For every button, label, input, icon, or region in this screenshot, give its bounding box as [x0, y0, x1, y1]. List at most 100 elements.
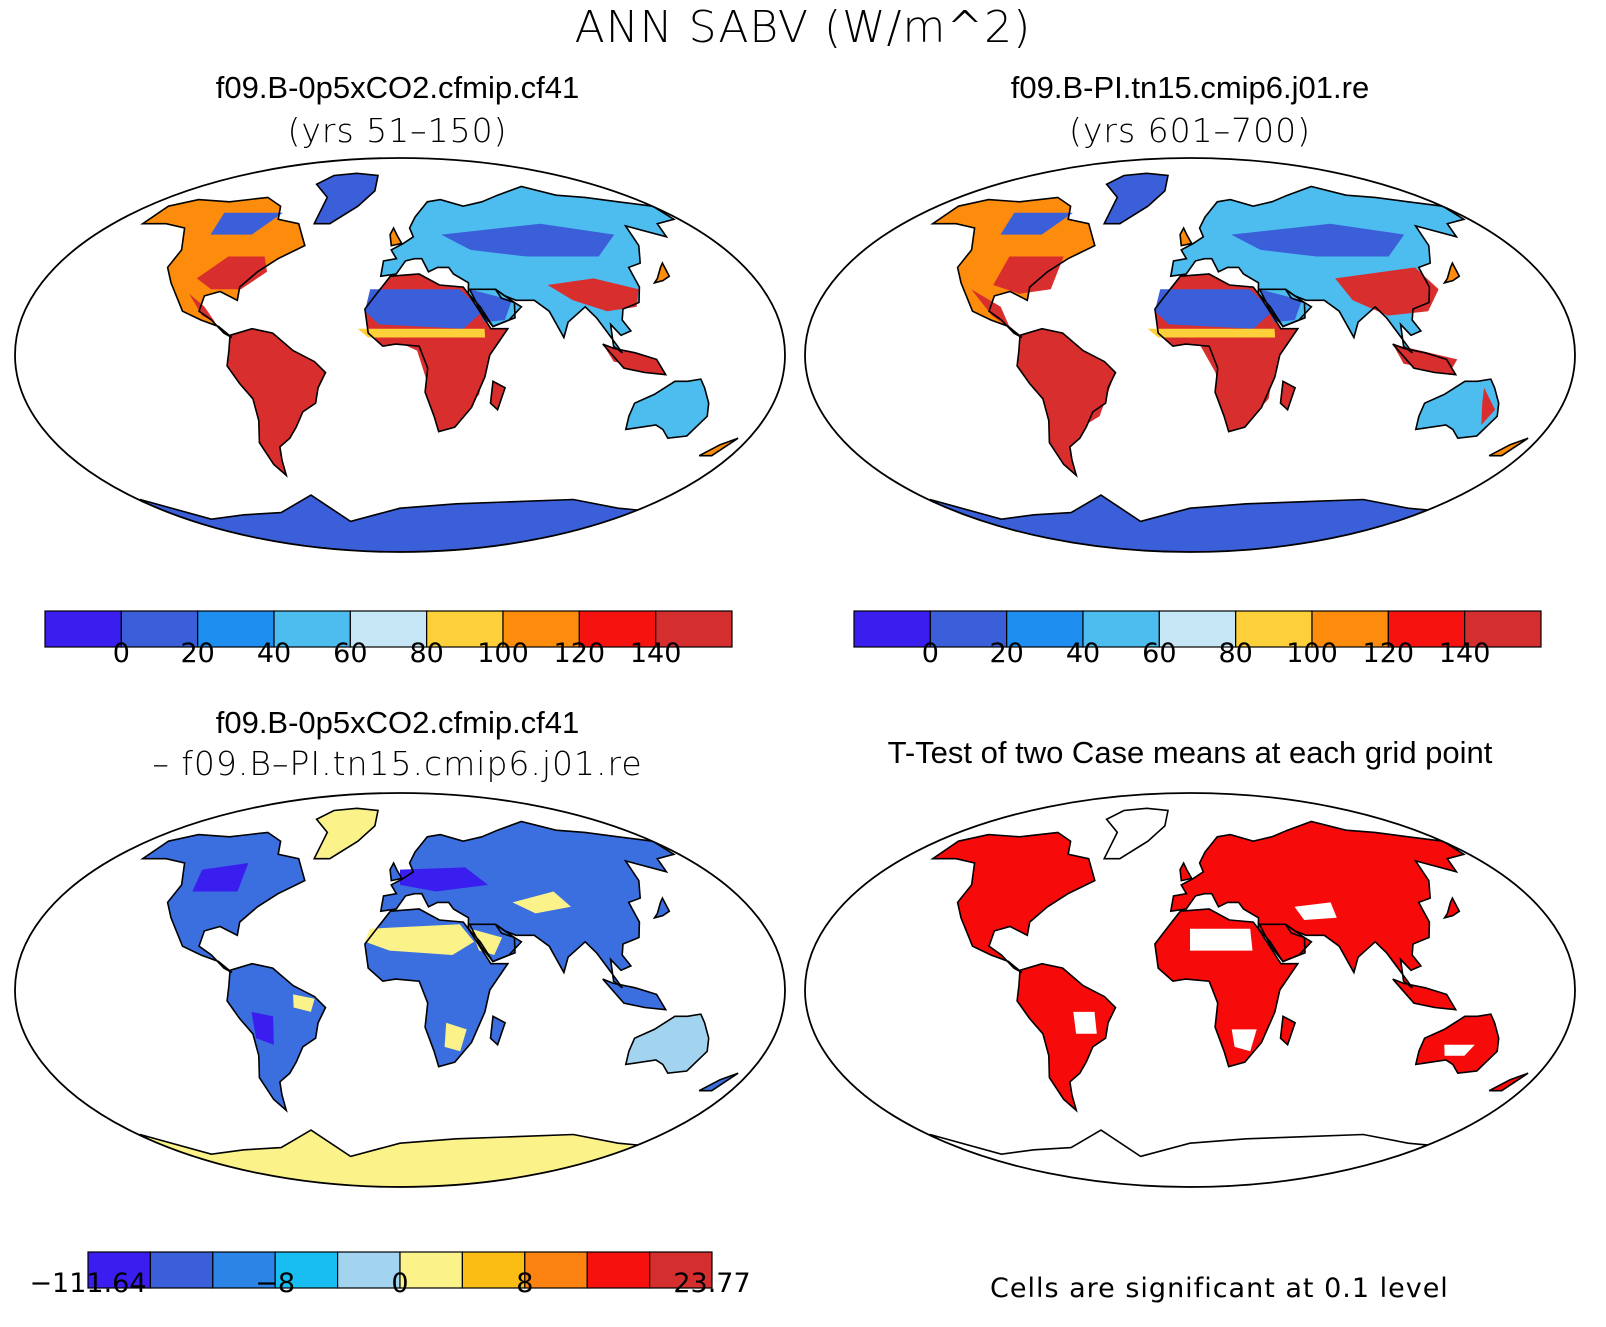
colorbar-tick-label: 140 — [1438, 638, 1491, 669]
coastline-eurasia — [379, 185, 676, 354]
land-greenland — [1104, 173, 1168, 224]
field-patch-warm — [1147, 328, 1276, 338]
land-australia — [1415, 1014, 1499, 1074]
field-patch-negative — [400, 867, 489, 892]
field-patch-cold — [441, 223, 615, 257]
land-eurasia — [380, 186, 674, 353]
colorbar-tick-label: 40 — [256, 638, 292, 669]
field-patch-positive — [512, 891, 571, 914]
coastline-arabia — [468, 923, 523, 963]
coastline-northAmerica — [140, 831, 306, 974]
land-greenland — [314, 808, 378, 859]
colorbar-tick-label: 23.77 — [673, 1268, 751, 1299]
field-patch-cold — [1000, 212, 1073, 235]
colorbar-tick-label: 100 — [1286, 638, 1338, 669]
coastline-madagascar — [489, 1015, 507, 1047]
colorbar-tick-label: 120 — [1362, 638, 1415, 669]
field-patch-hot — [602, 344, 657, 369]
colorbar-tick-label: 80 — [1218, 638, 1253, 669]
land-madagascar — [490, 1016, 506, 1045]
land-greenland — [314, 173, 378, 224]
land-australia — [1415, 379, 1499, 439]
coastline-indonesia — [1392, 978, 1458, 1011]
colorbar-swatch — [524, 1251, 588, 1289]
colorbar-swatch — [399, 1251, 464, 1289]
land-australia — [625, 379, 709, 439]
coastline-arabia — [1258, 288, 1313, 328]
colorbar-top-right — [853, 610, 1542, 648]
land-britain — [1180, 863, 1192, 881]
colorbar-swatch — [1464, 610, 1542, 648]
colorbar-tick-label: 60 — [333, 638, 368, 669]
field-patch-cold — [364, 289, 483, 329]
map-panel-top-right — [804, 157, 1576, 553]
land-antarctica — [140, 1130, 642, 1187]
map-panel-top-left — [14, 157, 786, 553]
colorbar-swatch — [1158, 610, 1237, 648]
coastline-southAmerica — [1016, 962, 1117, 1113]
map-layer — [929, 172, 1529, 552]
panel-bottom-left-subtitle: – f09.B–PI.tn15.cmip6.j01.re — [152, 744, 643, 783]
field-patch-cold — [1231, 223, 1405, 257]
field-patch-hot — [1392, 344, 1458, 373]
colorbar-swatch — [337, 1251, 401, 1289]
coastline-greenland — [312, 172, 379, 225]
not-significant-patch — [1073, 1011, 1097, 1034]
coastline-britain — [1179, 226, 1193, 247]
land-madagascar — [1280, 1016, 1296, 1045]
coastline-northAmerica — [930, 831, 1096, 974]
coastline-africa — [1154, 273, 1300, 433]
colorbar-tick-label: 100 — [477, 638, 529, 669]
colorbar-tick-label: 20 — [180, 638, 215, 669]
colorbar-tick-label: 8 — [516, 1268, 534, 1299]
colorbar-swatch — [586, 1251, 651, 1289]
field-patch-positive — [293, 994, 315, 1012]
field-patch-hot — [196, 256, 267, 290]
land-madagascar — [1280, 381, 1296, 410]
field-patch-hot — [378, 333, 486, 421]
land-indonesia — [602, 979, 666, 1010]
land-antarctica — [140, 495, 642, 552]
colorbar-swatch — [1006, 610, 1084, 648]
map-panel-bottom-right — [804, 792, 1576, 1188]
colorbar-swatch — [44, 610, 122, 648]
land-southAmerica — [1017, 963, 1116, 1111]
coastline-australia — [624, 1013, 710, 1075]
coastline-australia — [1414, 378, 1500, 440]
land-britain — [390, 228, 402, 246]
coastline-southAmerica — [226, 327, 327, 478]
field-patch-cold — [210, 212, 283, 235]
coastline-greenland — [1102, 172, 1169, 225]
field-patch-cold — [469, 289, 512, 323]
coastline-eurasia — [1169, 185, 1466, 354]
coastline-northAmerica — [930, 196, 1096, 339]
colorbar-swatch — [120, 610, 199, 648]
colorbar-swatch — [349, 610, 428, 648]
field-patch-hot — [1023, 337, 1114, 432]
colorbar-tick-label: 40 — [1065, 638, 1101, 669]
coastline-arabia — [1258, 923, 1313, 963]
coastline-newzealand — [698, 437, 739, 457]
coastline-southAmerica — [1016, 327, 1117, 478]
map-panel-bottom-left — [14, 792, 786, 1188]
coastline-africa — [364, 273, 510, 433]
coastline-africa — [1154, 908, 1300, 1068]
coastline-japan — [652, 896, 671, 920]
coastline-newzealand — [1488, 1072, 1529, 1092]
panel-bottom-left-title: f09.B-0p5xCO2.cfmip.cf41 — [215, 705, 580, 740]
field-patch-positive — [365, 924, 475, 955]
panel-bottom-right-title: T-Test of two Case means at each grid po… — [887, 735, 1493, 770]
land-southAmerica — [227, 963, 326, 1111]
figure-title: ANN SABV (W/m^2) — [574, 2, 1032, 53]
colorbar-top-left — [44, 610, 733, 648]
colorbar-swatch — [1387, 610, 1466, 648]
colorbar-tick-label: 60 — [1142, 638, 1177, 669]
coastline-indonesia — [602, 978, 668, 1011]
colorbar-tick-label: 120 — [553, 638, 606, 669]
coastline-japan — [1442, 896, 1461, 920]
land-antarctica — [930, 495, 1432, 552]
field-patch-negative — [192, 863, 249, 892]
land-australia — [625, 1014, 709, 1074]
panel-top-left-subtitle: (yrs 51–150) — [287, 111, 508, 150]
coastline-madagascar — [1279, 380, 1297, 412]
